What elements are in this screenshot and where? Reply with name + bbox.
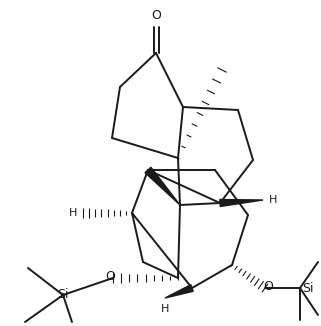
Text: H: H [269, 195, 277, 205]
Text: Si: Si [57, 289, 69, 302]
Text: Si: Si [302, 281, 314, 294]
Polygon shape [165, 285, 193, 298]
Text: O: O [105, 270, 115, 283]
Text: O: O [263, 279, 273, 292]
Polygon shape [220, 200, 263, 206]
Text: O: O [151, 9, 161, 22]
Text: H: H [161, 304, 169, 314]
Text: H: H [69, 208, 77, 218]
Polygon shape [145, 167, 180, 205]
